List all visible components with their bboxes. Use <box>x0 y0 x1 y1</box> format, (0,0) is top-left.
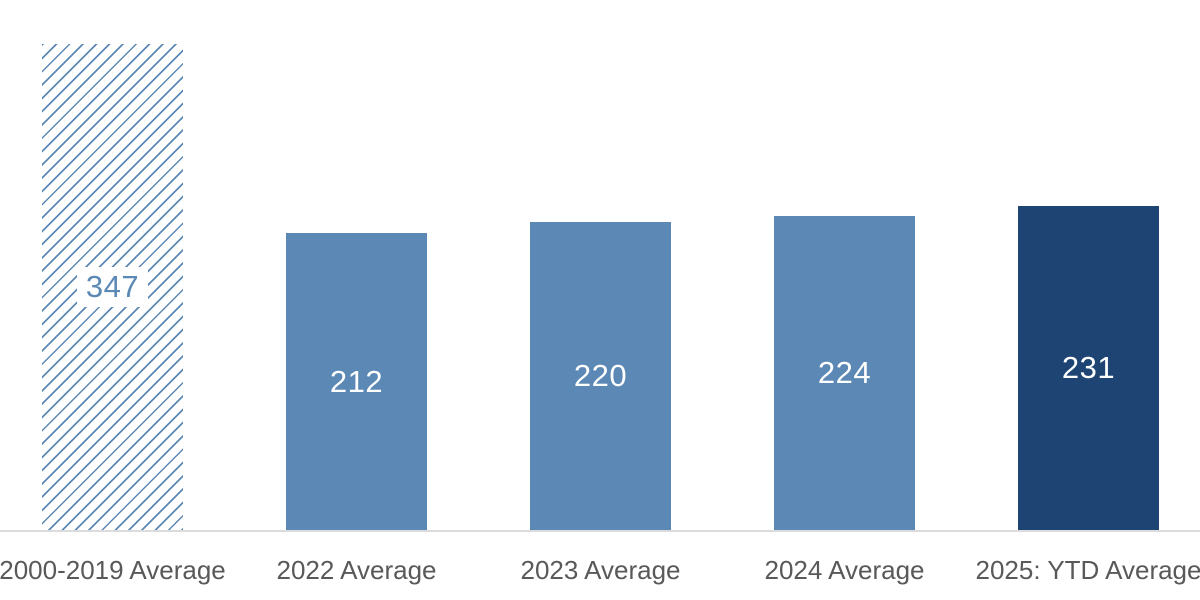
bar: 224 <box>774 216 915 530</box>
x-axis-line <box>0 530 1200 532</box>
x-axis-label: 2022 Average <box>276 555 437 585</box>
bar-value-label: 347 <box>76 267 149 307</box>
bar-value-label: 224 <box>817 355 872 391</box>
bar: 231 <box>1018 206 1159 530</box>
x-axis-label: 2023 Average <box>520 555 681 585</box>
bar-value-label: 212 <box>329 363 384 399</box>
x-axis-label: 2000-2019 Average <box>0 555 226 585</box>
bar-value-label: 231 <box>1061 350 1116 386</box>
x-axis-label: 2025: YTD Average <box>975 555 1200 585</box>
bar-value-label: 220 <box>573 358 628 394</box>
bar: 220 <box>530 222 671 530</box>
bar: 347 <box>42 44 183 530</box>
bar: 212 <box>286 233 427 530</box>
x-axis-label: 2024 Average <box>764 555 925 585</box>
